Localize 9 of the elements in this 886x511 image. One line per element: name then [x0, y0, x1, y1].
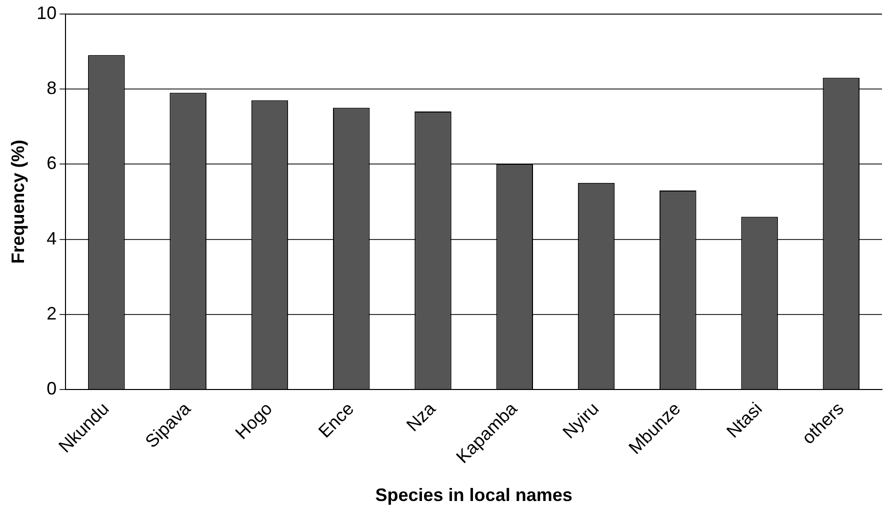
y-tick-label: 0 [46, 378, 57, 399]
y-tick-label: 8 [46, 78, 57, 98]
y-tick-label: 10 [36, 2, 57, 23]
y-tick-label: 2 [46, 303, 57, 324]
x-tick-label: Nza [402, 398, 440, 436]
y-tick-label: 4 [46, 228, 57, 248]
y-tick-label: 6 [46, 153, 57, 174]
x-axis-title: Species in local names [375, 485, 572, 506]
y-axis-title: Frequency (%) [8, 140, 28, 264]
